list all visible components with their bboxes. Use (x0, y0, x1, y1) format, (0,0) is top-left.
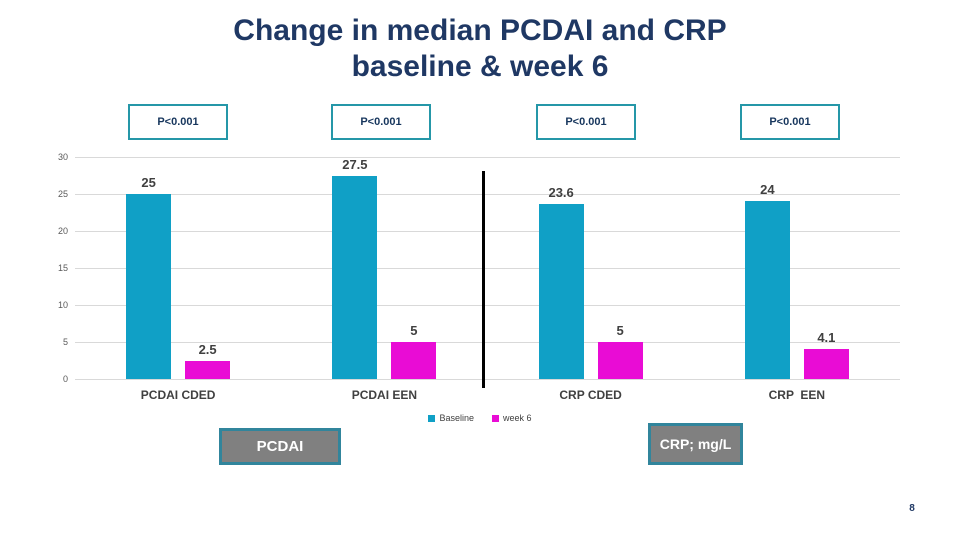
slide-title-line2: baseline & week 6 (351, 50, 609, 83)
pvalue-box-crp-een: P<0.001 (740, 104, 840, 140)
bar-week6-3 (597, 342, 643, 379)
crp-axis-box: CRP; mg/L (648, 423, 743, 465)
gridline (75, 157, 900, 158)
y-axis-tick-label: 5 (62, 337, 68, 347)
bar-value-label: 23.6 (548, 185, 574, 201)
bar-baseline-3 (538, 204, 584, 379)
bar-baseline-1 (126, 194, 172, 379)
bar-baseline-4 (744, 201, 790, 379)
gridline (75, 194, 900, 195)
page-number: 8 (909, 503, 915, 514)
y-axis-tick-label: 10 (57, 300, 68, 310)
pcdai-axis-box: PCDAI (219, 428, 341, 465)
y-axis-tick-label: 15 (57, 263, 68, 273)
legend-label-week6: week 6 (503, 413, 532, 423)
slide-title-line1: Change in median PCDAI and CRP (233, 14, 727, 47)
pvalue-box-pcdai-een: P<0.001 (331, 104, 431, 140)
bar-value-label: 2.5 (198, 341, 217, 357)
bar-value-label: 5 (616, 323, 624, 338)
category-label: PCDAI EEN (351, 388, 418, 402)
category-label: CRP CDED (559, 388, 622, 402)
baseline-swatch-icon (428, 414, 436, 422)
bar-week6-1 (185, 360, 231, 379)
bar-week6-2 (391, 342, 437, 379)
slide-title: Change in median PCDAI and CRP baseline … (0, 13, 960, 85)
bar-baseline-2 (332, 175, 378, 379)
bar-value-label: 27.5 (342, 156, 368, 172)
gridline (75, 268, 900, 269)
category-label: CRP EEN (768, 388, 826, 402)
bar-value-label: 25 (141, 175, 156, 190)
legend-item-week6: week 6 (492, 413, 532, 423)
bar-value-label: 5 (410, 323, 418, 338)
y-axis-tick-label: 25 (57, 189, 68, 199)
bar-week6-4 (803, 348, 849, 379)
chart-divider-line (481, 171, 485, 388)
gridline (75, 379, 900, 380)
chart-legend: Baseline week 6 (0, 413, 960, 423)
legend-label-baseline: Baseline (439, 413, 474, 423)
legend-item-baseline: Baseline (428, 413, 474, 423)
pvalue-box-crp-cded: P<0.001 (536, 104, 636, 140)
gridline (75, 342, 900, 343)
gridline (75, 231, 900, 232)
bar-value-label: 24 (760, 182, 775, 198)
pvalue-box-pcdai-cded: P<0.001 (128, 104, 228, 140)
y-axis-tick-label: 0 (62, 374, 68, 384)
y-axis-tick-label: 20 (57, 226, 68, 236)
week6-swatch-icon (492, 414, 499, 422)
category-label: PCDAI CDED (140, 388, 216, 402)
gridline (75, 305, 900, 306)
y-axis-tick-label: 30 (57, 152, 68, 162)
bar-value-label: 4.1 (817, 329, 836, 345)
